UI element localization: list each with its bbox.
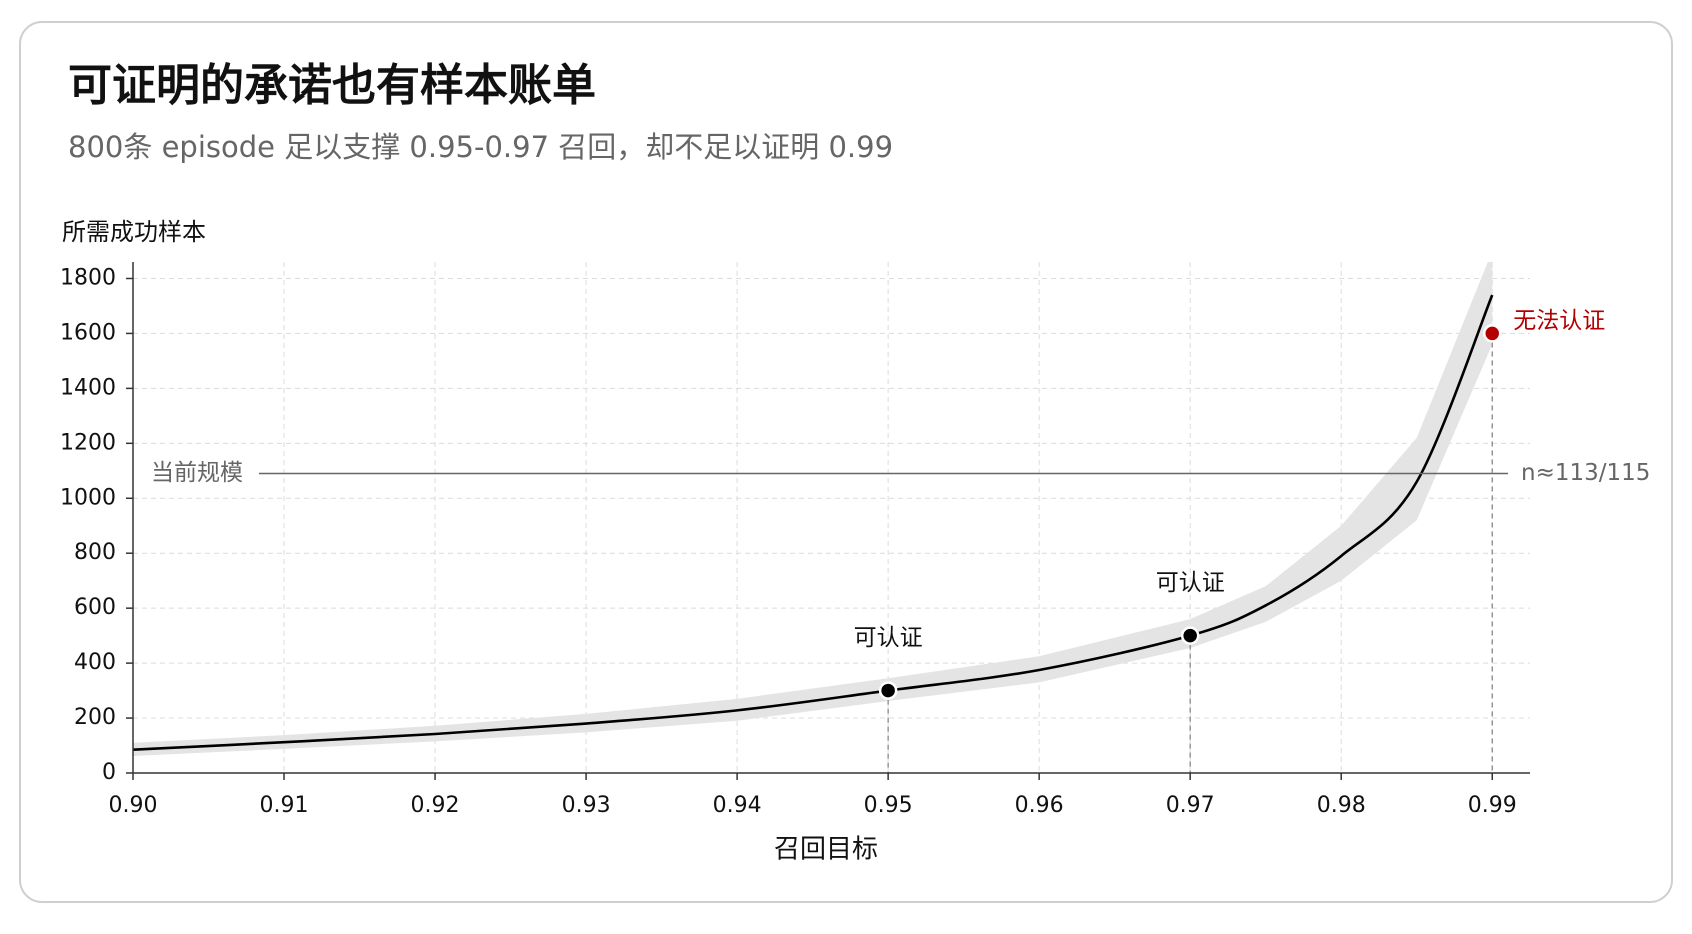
x-tick-label: 0.95 (864, 793, 913, 818)
annotation-label: 可认证 (1156, 570, 1225, 596)
annotation-label: 可认证 (854, 625, 923, 651)
annotation-label: 无法认证 (1513, 308, 1605, 334)
y-tick-label: 1000 (60, 485, 116, 510)
y-tick-label: 200 (74, 705, 116, 730)
reference-label: n≈113/115 (1521, 460, 1650, 486)
x-tick-label: 0.99 (1468, 793, 1517, 818)
x-tick-label: 0.93 (562, 793, 611, 818)
x-tick-label: 0.90 (109, 793, 158, 818)
y-tick-label: 1800 (60, 265, 116, 290)
x-tick-label: 0.94 (713, 793, 762, 818)
y-tick-label: 400 (74, 650, 116, 675)
annotation-point (1180, 626, 1200, 645)
card (19, 21, 1673, 903)
chart-title: 可证明的承诺也有样本账单 (68, 60, 596, 111)
x-tick-label: 0.97 (1166, 793, 1215, 818)
confidence-band (133, 262, 1493, 756)
annotation-point (878, 681, 898, 700)
y-tick-label: 1200 (60, 430, 116, 455)
x-tick-label: 0.96 (1015, 793, 1064, 818)
y-tick-label: 1600 (60, 320, 116, 345)
annotation-point (1482, 324, 1502, 343)
plot-area (133, 262, 1494, 756)
chart-subtitle: 800条 episode 足以支撑 0.95-0.97 召回，却不足以证明 0.… (68, 130, 893, 164)
curve (133, 294, 1494, 751)
reference-label: 当前规模 (151, 460, 243, 486)
y-axis-label: 所需成功样本 (62, 218, 206, 246)
y-tick-label: 800 (74, 540, 116, 565)
y-tick-label: 600 (74, 595, 116, 620)
y-tick-label: 1400 (60, 375, 116, 400)
x-tick-label: 0.92 (411, 793, 460, 818)
x-tick-label: 0.98 (1317, 793, 1366, 818)
x-axis-label: 召回目标 (774, 835, 878, 865)
x-tick-label: 0.91 (260, 793, 309, 818)
y-tick-label: 0 (102, 760, 116, 785)
